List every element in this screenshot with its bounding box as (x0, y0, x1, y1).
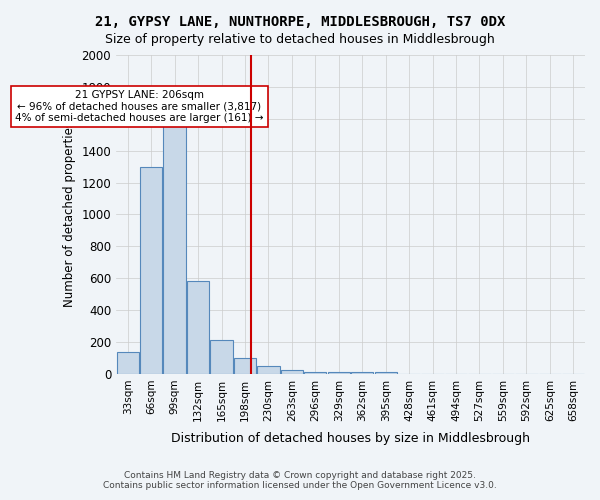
Bar (211, 340, 233, 374)
Bar (328, 372, 350, 374)
Y-axis label: Number of detached properties: Number of detached properties (63, 122, 76, 308)
Text: Contains HM Land Registry data © Crown copyright and database right 2025.
Contai: Contains HM Land Registry data © Crown c… (103, 470, 497, 490)
Bar (234, 358, 256, 374)
Bar (281, 370, 303, 374)
Bar (163, 120, 186, 374)
Bar (351, 372, 373, 374)
Bar (257, 366, 280, 374)
Text: 21, GYPSY LANE, NUNTHORPE, MIDDLESBROUGH, TS7 0DX: 21, GYPSY LANE, NUNTHORPE, MIDDLESBROUGH… (95, 15, 505, 29)
Bar (374, 372, 397, 374)
Bar (140, 166, 163, 374)
Text: Size of property relative to detached houses in Middlesbrough: Size of property relative to detached ho… (105, 32, 495, 46)
Text: 21 GYPSY LANE: 206sqm
← 96% of detached houses are smaller (3,817)
4% of semi-de: 21 GYPSY LANE: 206sqm ← 96% of detached … (15, 90, 264, 124)
Bar (116, 352, 139, 374)
X-axis label: Distribution of detached houses by size in Middlesbrough: Distribution of detached houses by size … (171, 432, 530, 445)
Bar (187, 282, 209, 374)
Bar (304, 372, 326, 374)
